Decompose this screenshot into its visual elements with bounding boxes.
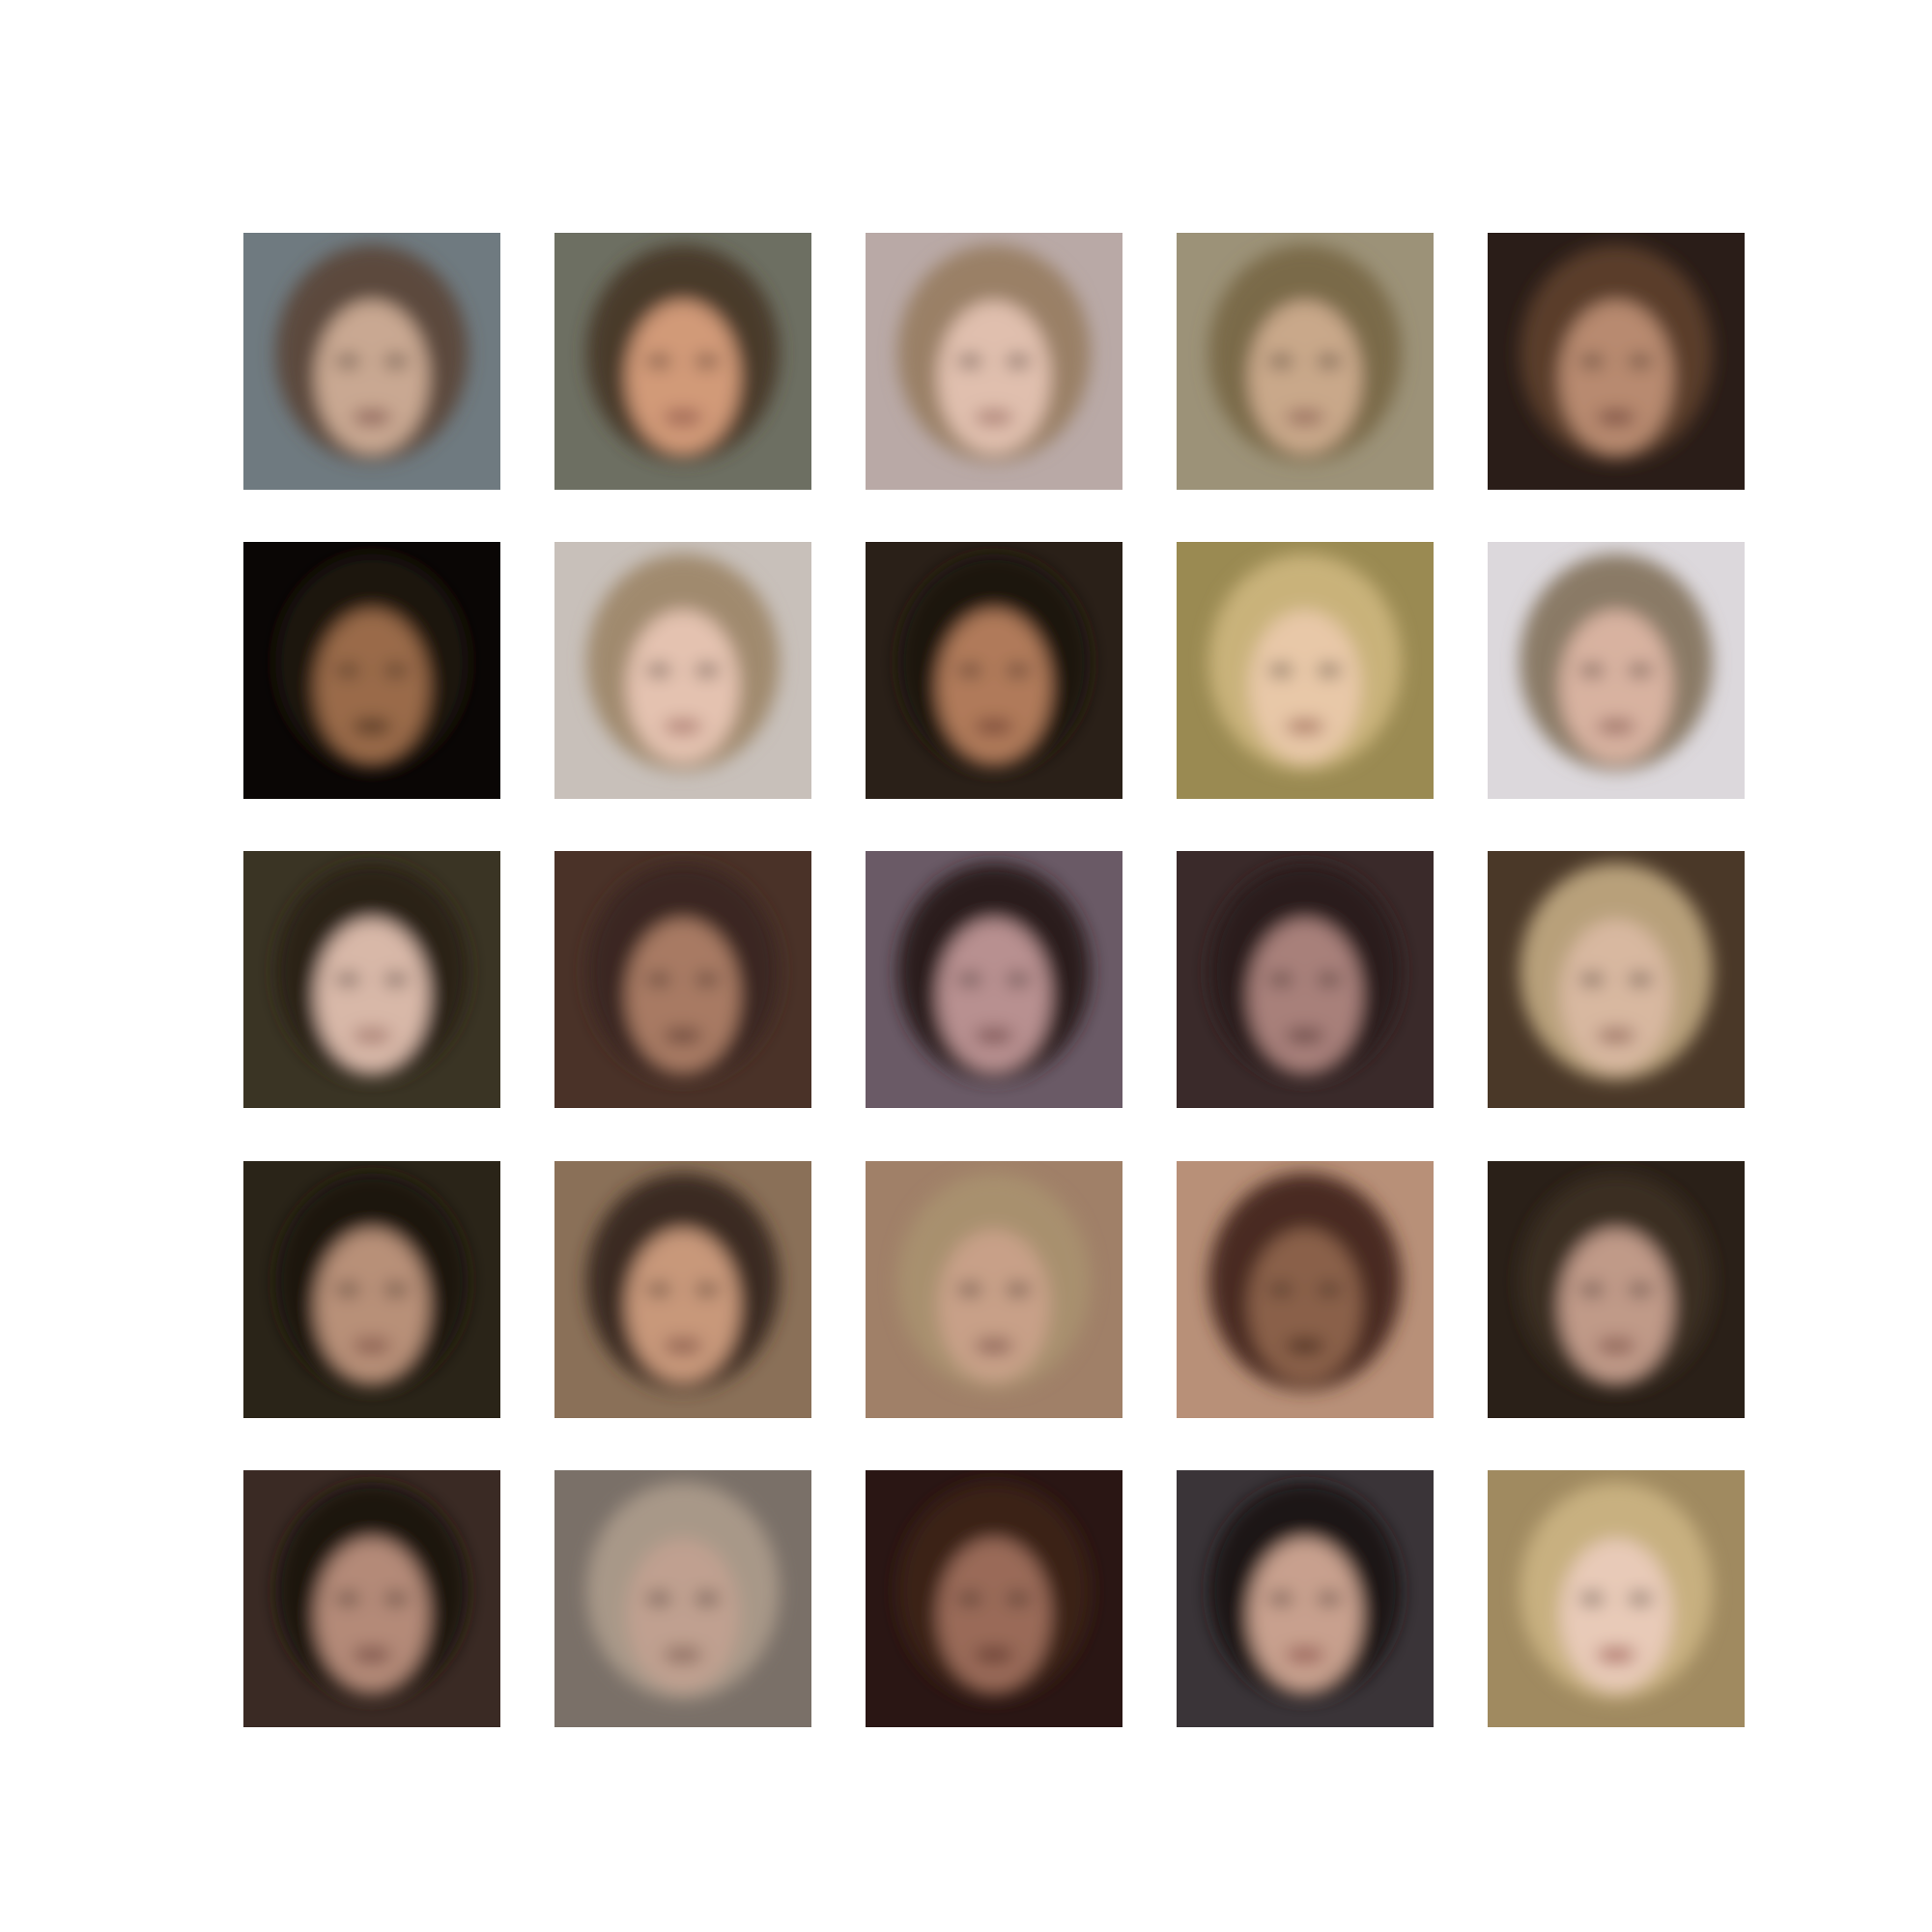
face-sample-12 xyxy=(554,851,811,1108)
face-sample-3 xyxy=(866,233,1122,490)
face-image xyxy=(1488,233,1745,490)
face-image xyxy=(866,542,1122,799)
face-sample-4 xyxy=(1177,233,1434,490)
face-sample-17 xyxy=(554,1161,811,1418)
face-sample-16 xyxy=(243,1161,500,1418)
face-sample-19 xyxy=(1177,1161,1434,1418)
face-sample-8 xyxy=(866,542,1122,799)
face-image xyxy=(243,851,500,1108)
face-image xyxy=(1488,1470,1745,1727)
face-image xyxy=(243,1161,500,1418)
face-sample-20 xyxy=(1488,1161,1745,1418)
face-sample-10 xyxy=(1488,542,1745,799)
face-image xyxy=(243,1470,500,1727)
face-sample-11 xyxy=(243,851,500,1108)
face-image xyxy=(1177,1161,1434,1418)
face-sample-21 xyxy=(243,1470,500,1727)
face-sample-23 xyxy=(866,1470,1122,1727)
face-sample-9 xyxy=(1177,542,1434,799)
face-image xyxy=(554,542,811,799)
face-sample-13 xyxy=(866,851,1122,1108)
face-sample-5 xyxy=(1488,233,1745,490)
face-image xyxy=(1177,233,1434,490)
face-image xyxy=(866,851,1122,1108)
face-image xyxy=(1177,1470,1434,1727)
face-image xyxy=(243,233,500,490)
face-sample-22 xyxy=(554,1470,811,1727)
face-sample-18 xyxy=(866,1161,1122,1418)
face-image xyxy=(1488,542,1745,799)
face-sample-7 xyxy=(554,542,811,799)
face-sample-2 xyxy=(554,233,811,490)
face-image xyxy=(866,233,1122,490)
face-sample-24 xyxy=(1177,1470,1434,1727)
face-image xyxy=(1488,1161,1745,1418)
face-sample-14 xyxy=(1177,851,1434,1108)
face-image xyxy=(866,1161,1122,1418)
face-image xyxy=(554,851,811,1108)
face-image xyxy=(243,542,500,799)
face-sample-25 xyxy=(1488,1470,1745,1727)
face-image xyxy=(1488,851,1745,1108)
face-sample-15 xyxy=(1488,851,1745,1108)
face-image xyxy=(554,233,811,490)
face-sample-1 xyxy=(243,233,500,490)
face-image xyxy=(866,1470,1122,1727)
face-image xyxy=(1177,851,1434,1108)
face-image xyxy=(554,1161,811,1418)
face-sample-6 xyxy=(243,542,500,799)
face-image xyxy=(554,1470,811,1727)
face-image xyxy=(1177,542,1434,799)
